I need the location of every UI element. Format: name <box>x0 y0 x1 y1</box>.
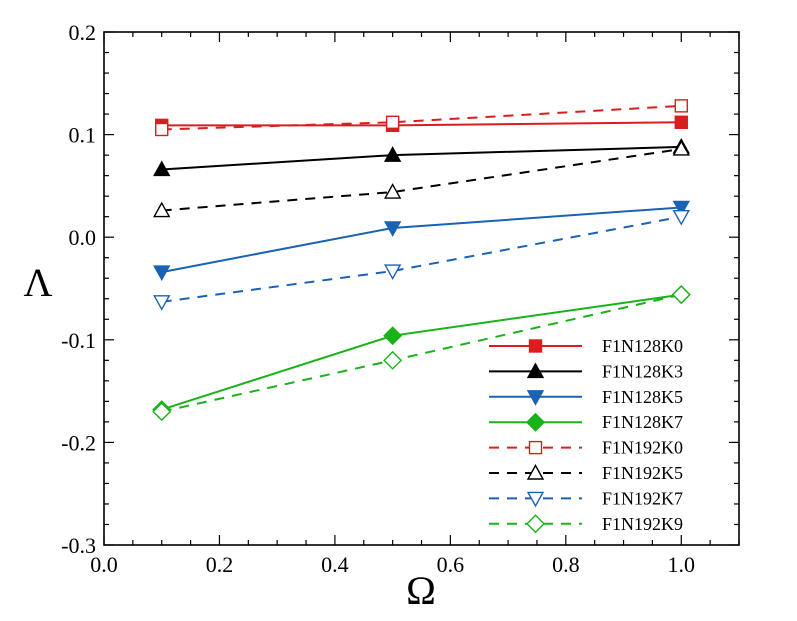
legend-entry: F1N192K9 <box>489 514 683 534</box>
series-F1N192K0 <box>155 99 688 137</box>
y-tick-label: -0.1 <box>61 328 96 353</box>
series-line <box>161 215 682 303</box>
legend-entry: F1N128K0 <box>489 336 683 356</box>
axis-titles: Ω Λ <box>23 260 435 613</box>
data-point <box>153 201 171 218</box>
data-point <box>152 402 172 422</box>
legend-label: F1N192K0 <box>602 438 683 458</box>
legend-marker <box>526 514 545 534</box>
data-point <box>674 115 688 129</box>
data-point <box>383 350 403 370</box>
legend-marker <box>526 412 545 432</box>
legend-label: F1N128K0 <box>602 336 683 356</box>
legend-marker <box>528 440 543 455</box>
legend-label: F1N192K5 <box>602 463 683 483</box>
data-point <box>672 209 690 226</box>
series-line <box>161 104 682 131</box>
data-point <box>383 146 402 162</box>
legend-marker <box>526 390 545 406</box>
legend-label: F1N192K9 <box>602 514 683 534</box>
data-point <box>671 285 691 305</box>
data-point <box>153 160 171 177</box>
x-tick-label: 0.0 <box>90 552 118 577</box>
legend-label: F1N128K5 <box>602 387 683 407</box>
data-point <box>155 122 169 137</box>
data-point <box>383 183 402 199</box>
x-tick-label: 0.6 <box>437 552 465 577</box>
y-axis-title: Λ <box>23 260 52 305</box>
legend-entry: F1N192K7 <box>489 488 683 508</box>
legend-entry: F1N192K5 <box>489 463 683 483</box>
legend-marker <box>526 491 545 508</box>
data-point <box>153 295 171 311</box>
legend-marker <box>526 362 545 379</box>
x-axis-title: Ω <box>406 568 436 613</box>
x-tick-label: 1.0 <box>668 552 696 577</box>
data-point <box>672 140 690 156</box>
legend-entry: F1N192K0 <box>489 438 683 458</box>
legend-marker <box>526 464 545 480</box>
series-F1N192K9 <box>152 285 691 422</box>
data-point <box>674 99 688 113</box>
y-tick-label: -0.3 <box>61 533 96 558</box>
x-tick-label: 0.4 <box>321 552 349 577</box>
legend-label: F1N192K7 <box>602 488 683 508</box>
legend-entry: F1N128K5 <box>489 387 683 407</box>
y-tick-label: -0.2 <box>61 430 96 455</box>
data-point <box>383 264 402 280</box>
legend-marker <box>528 339 543 353</box>
data-point <box>383 326 403 346</box>
axes: 0.0 0.2 0.4 0.6 0.8 1.0 -0.3 -0.2 -0.1 0.0 0.1 0.2 <box>61 20 740 577</box>
y-tick-label: 0.0 <box>69 225 97 250</box>
series-F1N192K5 <box>153 140 690 218</box>
data-point <box>385 115 400 129</box>
series-F1N128K5 <box>153 200 690 282</box>
legend-entry: F1N128K3 <box>489 361 683 381</box>
x-tick-label: 0.8 <box>552 552 580 577</box>
series-F1N192K7 <box>153 209 690 311</box>
legend-entry: F1N128K7 <box>489 412 683 432</box>
data-point <box>383 221 402 237</box>
data-point <box>672 200 690 217</box>
x-tick-label: 0.2 <box>206 552 234 577</box>
data-point <box>153 265 171 282</box>
series-line <box>161 147 682 212</box>
y-tick-label: 0.1 <box>69 123 97 148</box>
legend-label: F1N128K3 <box>602 361 683 381</box>
series-layer <box>152 99 691 422</box>
y-tick-label: 0.2 <box>69 20 97 45</box>
legend: F1N128K0 F1N128K3 F1N128K5 F1N128K7 F1N192K0… <box>489 336 683 534</box>
legend-label: F1N128K7 <box>602 412 683 432</box>
